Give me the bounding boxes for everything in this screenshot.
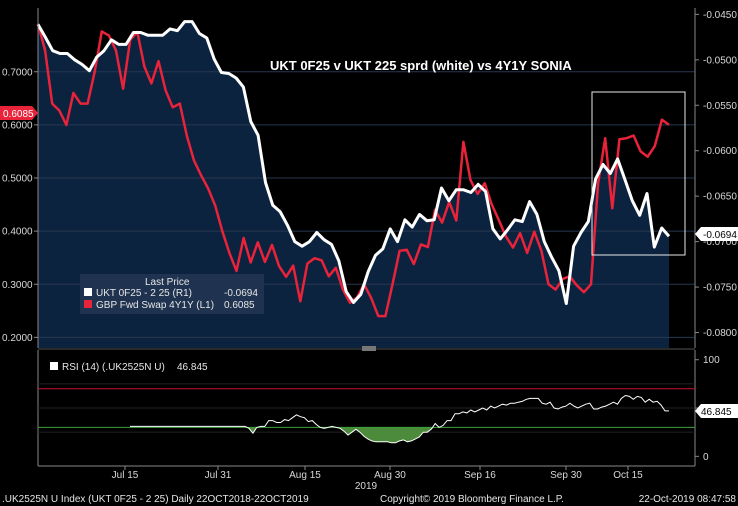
left-axis: 0.7000 0.6000 0.5000 0.4000 0.3000 0.2000 0.6… (0, 8, 39, 348)
rsi-legend-label: RSI (14) (.UK2525N U) (62, 362, 165, 373)
chart-title: UKT 0F25 v UKT 225 sprd (white) vs 4Y1Y … (270, 58, 572, 73)
x-tick-label: Sep 30 (550, 470, 582, 481)
x-axis: Jul 15 Jul 31 Aug 15 Aug 30 Sep 16 Sep 30 Oct … (38, 465, 695, 492)
left-tick-label: 0.7000 (2, 67, 33, 78)
legend-red-value: 0.6085 (224, 300, 255, 311)
rsi-legend-value: 46.845 (177, 362, 208, 373)
footer-security: .UK2525N U Index (UKT 0F25 - 2 25) Daily… (2, 494, 309, 505)
x-tick-label: Oct 15 (613, 470, 643, 481)
white-series-area (38, 21, 669, 348)
left-tick-label: 0.6000 (2, 120, 33, 131)
legend-white-value: -0.0694 (224, 288, 258, 299)
legend-white-label: UKT 0F25 - 2 25 (R1) (96, 288, 192, 299)
right-axis: -0.0450 -0.0500 -0.0550 -0.0600 -0.0650 -0.07… (694, 8, 738, 348)
right-tick-label: -0.0550 (703, 101, 737, 112)
white-last-price-value: -0.0694 (703, 230, 737, 241)
legend: Last Price UKT 0F25 - 2 25 (R1) -0.0694 … (80, 274, 264, 314)
rsi-panel: 100500 RSI (14) (.UK2525N U) 46.845 46.8… (37, 350, 738, 466)
x-tick-label: Sep 16 (464, 470, 496, 481)
right-tick-label: -0.0650 (703, 192, 737, 203)
rsi-oversold-fill (130, 427, 669, 443)
x-tick-label: Aug 15 (289, 470, 321, 481)
white-last-price-tag: -0.0694 (695, 227, 738, 241)
rsi-last-value: 46.845 (701, 407, 732, 418)
right-tick-label: -0.0700 (703, 237, 737, 248)
right-tick-label: -0.0750 (703, 283, 737, 294)
legend-white-swatch (84, 288, 92, 296)
rsi-tick-label: 100 (703, 355, 720, 366)
red-last-price-tag: 0.6085 (0, 106, 38, 120)
rsi-legend-swatch (50, 362, 58, 370)
left-tick-label: 0.3000 (2, 280, 33, 291)
right-tick-label: -0.0800 (703, 328, 737, 339)
highlight-box (591, 91, 686, 256)
right-tick-label: -0.0600 (703, 146, 737, 157)
legend-heading: Last Price (145, 277, 190, 288)
x-year-label: 2019 (355, 481, 378, 492)
footer: .UK2525N U Index (UKT 0F25 - 2 25) Daily… (2, 494, 736, 505)
x-tick-label: Jul 31 (205, 470, 232, 481)
left-tick-label: 0.2000 (2, 333, 33, 344)
rsi-tick-label: 0 (703, 452, 709, 463)
x-tick-label: Jul 15 (112, 470, 139, 481)
footer-timestamp: 22-Oct-2019 08:47:58 (639, 494, 737, 505)
rsi-last-value-tag: 46.845 (695, 404, 738, 418)
right-tick-label: -0.0450 (703, 10, 737, 21)
main-panel: UKT 0F25 v UKT 225 sprd (white) vs 4Y1Y … (0, 8, 738, 348)
ukt-spread-line (36, 20, 671, 305)
legend-red-label: GBP Fwd Swap 4Y1Y (L1) (96, 300, 214, 311)
left-tick-label: 0.5000 (2, 174, 33, 185)
rsi-line (130, 394, 669, 444)
left-tick-label: 0.4000 (2, 227, 33, 238)
red-last-price-value: 0.6085 (3, 109, 34, 120)
right-tick-label: -0.0500 (703, 55, 737, 66)
legend-red-swatch (84, 300, 92, 308)
footer-copyright: Copyright© 2019 Bloomberg Finance L.P. (380, 494, 564, 505)
panel-resize-handle[interactable] (362, 346, 376, 351)
x-tick-label: Aug 30 (374, 470, 406, 481)
